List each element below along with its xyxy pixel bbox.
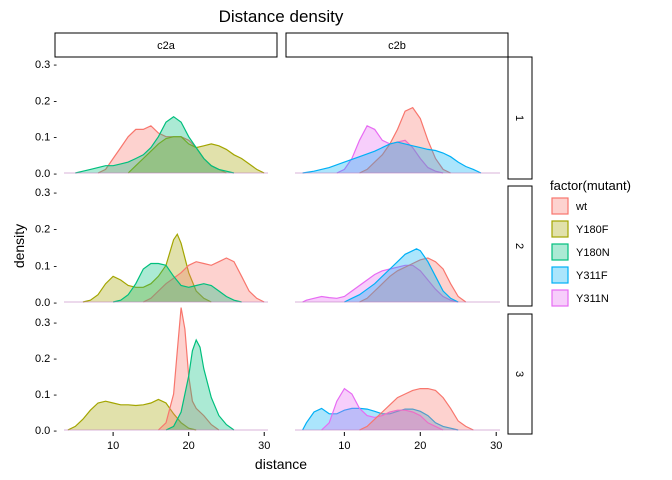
density-line-y180n (112, 262, 242, 303)
density-line-y180f (82, 232, 212, 303)
panel-c2b-row-3 (295, 387, 500, 431)
legend-key-bg (551, 289, 569, 307)
legend-swatch-y311n (551, 289, 569, 307)
density-area-y180f (67, 399, 197, 430)
legend-title: factor(mutant) (550, 178, 631, 193)
density-area-y311n (302, 265, 459, 302)
row-strip-label-2: 2 (513, 243, 525, 249)
density-area-wt (359, 388, 474, 430)
row-strips: 1 2 3 (507, 56, 533, 435)
density-line-y311n (321, 387, 444, 431)
legend-key-bg (551, 220, 569, 238)
panel-c2a-row-3 (64, 307, 268, 431)
x-tick-label: 10 (107, 440, 119, 452)
y-tick-label: 0.2 - (35, 224, 57, 236)
density-area-wt (143, 258, 265, 302)
x-tick-label: 10 (338, 440, 350, 452)
y-tick-label: 0.3 - (35, 59, 57, 71)
density-area-y311f (302, 408, 459, 430)
density-area-y180n (166, 340, 234, 430)
legend-swatch-y180f (551, 220, 569, 238)
density-line-wt (359, 106, 451, 174)
density-line-wt (157, 307, 220, 431)
column-strip-c2a (54, 32, 278, 58)
column-strip-label-c2a: c2a (157, 40, 176, 52)
legend-item-y311f: Y311F (551, 266, 608, 284)
y-tick-label: 0.1 - (35, 132, 57, 144)
y-tick-label: 0.1 - (35, 260, 57, 272)
panel-c2a-row-1 (64, 115, 268, 174)
legend-key-bg (551, 266, 569, 284)
row-strip-3 (507, 313, 533, 435)
legend-key-bg (551, 243, 569, 261)
y-tick-label: 0.0 - (35, 297, 57, 309)
column-strips: c2a c2b (54, 32, 509, 58)
density-area-y180n (75, 116, 234, 173)
row-strip-label-1: 1 (513, 115, 525, 121)
density-area-wt (359, 258, 466, 302)
density-area-y311n (336, 125, 444, 173)
density-area-y180f (128, 136, 265, 173)
density-line-wt (143, 257, 265, 303)
density-line-y311f (344, 248, 459, 303)
column-strip-c2b (285, 32, 509, 58)
legend-label-y180f: Y180F (576, 224, 609, 236)
legend-item-y311n: Y311N (551, 289, 609, 307)
density-line-y311n (302, 264, 459, 303)
density-area-y180f (82, 234, 212, 302)
legend-key-bg (551, 197, 569, 215)
legend-item-wt: wt (551, 197, 587, 215)
y-tick-label: 0.3 - (35, 317, 57, 329)
density-line-y180n (165, 338, 235, 431)
density-area-y180n (113, 263, 242, 302)
x-tick-label: 30 (258, 440, 270, 452)
x-axes: 10 20 30 10 20 30 (107, 432, 502, 452)
y-tick-label: 0.3 - (35, 187, 57, 199)
panel-c2a-row-2 (64, 232, 268, 303)
legend-label-y311n: Y311N (576, 293, 609, 305)
density-area-y311f (302, 142, 481, 173)
y-axis-label: density (11, 224, 27, 268)
panel-c2b-row-2 (295, 248, 500, 303)
density-line-wt (359, 257, 467, 303)
chart-title: Distance density (219, 7, 344, 26)
density-area-y311n (321, 388, 444, 430)
panel-c2b-row-1 (295, 106, 500, 174)
y-tick-label: 0.0 - (35, 168, 57, 180)
legend: factor(mutant) wt Y180F Y180N Y311F Y311N (550, 178, 631, 307)
x-axis-label: distance (255, 456, 307, 472)
legend-swatch-y180n (551, 243, 569, 261)
legend-swatch-wt (551, 197, 569, 215)
density-line-y180n (75, 115, 235, 174)
legend-item-y180n: Y180N (551, 243, 610, 261)
x-tick-label: 20 (414, 440, 426, 452)
x-tick-label: 20 (183, 440, 195, 452)
facet-panels (64, 106, 500, 431)
density-area-wt (359, 107, 451, 173)
y-tick-label: 0.1 - (35, 389, 57, 401)
y-tick-label: 0.2 - (35, 95, 57, 107)
x-tick-label: 30 (490, 440, 502, 452)
density-line-y311f (302, 407, 459, 431)
legend-label-wt: wt (575, 201, 587, 213)
density-line-y180f (67, 398, 197, 431)
row-strip-1 (507, 56, 533, 180)
legend-label-y311f: Y311F (576, 270, 608, 282)
y-tick-label: 0.0 - (35, 425, 57, 437)
y-tick-label: 0.2 - (35, 353, 57, 365)
legend-item-y180f: Y180F (551, 220, 609, 238)
legend-swatch-y311f (551, 266, 569, 284)
y-axes: 0.0 - 0.1 - 0.2 - 0.3 - 0.0 - 0.1 - 0.2 - 0.3 -… (35, 59, 57, 437)
row-strip-label-3: 3 (513, 371, 525, 377)
density-line-wt (359, 388, 474, 431)
column-strip-label-c2b: c2b (388, 40, 406, 52)
density-area-wt (158, 307, 219, 430)
density-line-y311f (302, 141, 482, 174)
row-strip-2 (507, 185, 533, 307)
density-area-y311f (344, 248, 459, 302)
legend-label-y180n: Y180N (576, 247, 610, 259)
